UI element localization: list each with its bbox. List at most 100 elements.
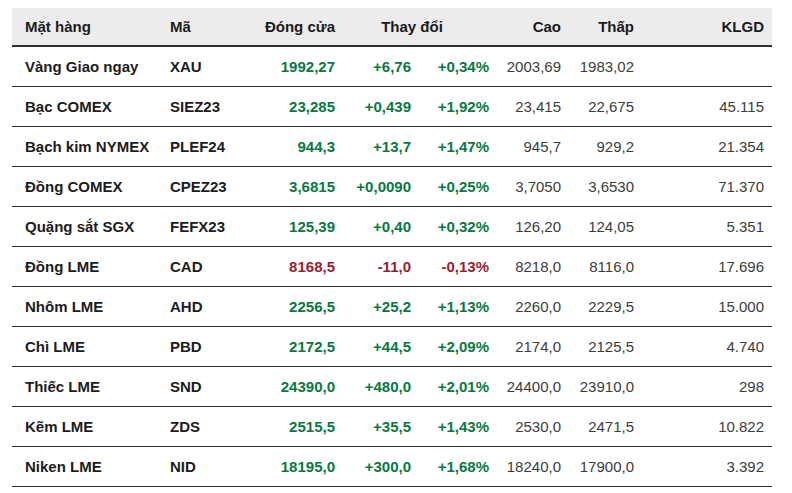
cell-change-pct: -0,13% <box>411 247 489 287</box>
cell-item: Đồng COMEX <box>12 167 170 207</box>
cell-low: 22,675 <box>561 87 634 127</box>
cell-change-pct: +0,32% <box>411 207 489 247</box>
table-row: Vàng Giao ngay XAU 1992,27 +6,76 +0,34% … <box>12 46 772 87</box>
table-row: Bạch kim NYMEX PLEF24 944,3 +13,7 +1,47%… <box>12 127 772 167</box>
cell-item: Bạch kim NYMEX <box>12 127 170 167</box>
cell-item: Đồng LME <box>12 247 170 287</box>
cell-item: Vàng Giao ngay <box>12 46 170 87</box>
cell-code: SIEZ23 <box>170 87 245 127</box>
cell-close: 23,285 <box>245 87 335 127</box>
cell-close: 2172,5 <box>245 327 335 367</box>
cell-volume: 4.740 <box>634 327 772 367</box>
cell-volume: 3.392 <box>634 447 772 487</box>
cell-volume: 45.115 <box>634 87 772 127</box>
cell-change-pct: +1,68% <box>411 447 489 487</box>
cell-close: 2256,5 <box>245 287 335 327</box>
table-header: Mặt hàng Mã Đóng cửa Thay đổi Cao Thấp K… <box>12 8 772 46</box>
table-row: Niken LME NID 18195,0 +300,0 +1,68% 1824… <box>12 447 772 487</box>
cell-code: CAD <box>170 247 245 287</box>
cell-change: +480,0 <box>335 367 411 407</box>
cell-code: XAU <box>170 46 245 87</box>
cell-change-pct: +1,43% <box>411 407 489 447</box>
commodity-price-table: Mặt hàng Mã Đóng cửa Thay đổi Cao Thấp K… <box>12 8 772 487</box>
table-row: Đồng LME CAD 8168,5 -11,0 -0,13% 8218,0 … <box>12 247 772 287</box>
cell-volume: 21.354 <box>634 127 772 167</box>
cell-change: +44,5 <box>335 327 411 367</box>
cell-close: 8168,5 <box>245 247 335 287</box>
cell-code: NID <box>170 447 245 487</box>
cell-close: 18195,0 <box>245 447 335 487</box>
cell-low: 23910,0 <box>561 367 634 407</box>
table-row: Nhôm LME AHD 2256,5 +25,2 +1,13% 2260,0 … <box>12 287 772 327</box>
cell-low: 3,6530 <box>561 167 634 207</box>
cell-code: FEFX23 <box>170 207 245 247</box>
cell-high: 24400,0 <box>489 367 561 407</box>
cell-high: 2530,0 <box>489 407 561 447</box>
cell-code: CPEZ23 <box>170 167 245 207</box>
cell-close: 3,6815 <box>245 167 335 207</box>
table-row: Chì LME PBD 2172,5 +44,5 +2,09% 2174,0 2… <box>12 327 772 367</box>
cell-change-pct: +2,01% <box>411 367 489 407</box>
cell-item: Niken LME <box>12 447 170 487</box>
cell-high: 126,20 <box>489 207 561 247</box>
cell-volume: 17.696 <box>634 247 772 287</box>
cell-close: 1992,27 <box>245 46 335 87</box>
table-row: Bạc COMEX SIEZ23 23,285 +0,439 +1,92% 23… <box>12 87 772 127</box>
cell-item: Quặng sắt SGX <box>12 207 170 247</box>
cell-code: AHD <box>170 287 245 327</box>
cell-low: 8116,0 <box>561 247 634 287</box>
cell-low: 2229,5 <box>561 287 634 327</box>
column-header-volume: KLGD <box>634 8 772 46</box>
column-header-code: Mã <box>170 8 245 46</box>
cell-high: 3,7050 <box>489 167 561 207</box>
cell-change: +25,2 <box>335 287 411 327</box>
cell-high: 23,415 <box>489 87 561 127</box>
cell-volume <box>634 46 772 87</box>
cell-code: SND <box>170 367 245 407</box>
cell-item: Thiếc LME <box>12 367 170 407</box>
cell-change: +13,7 <box>335 127 411 167</box>
cell-change-pct: +1,92% <box>411 87 489 127</box>
cell-change: -11,0 <box>335 247 411 287</box>
cell-change: +0,40 <box>335 207 411 247</box>
cell-volume: 71.370 <box>634 167 772 207</box>
cell-item: Kẽm LME <box>12 407 170 447</box>
cell-change-pct: +1,13% <box>411 287 489 327</box>
cell-change: +0,439 <box>335 87 411 127</box>
cell-high: 8218,0 <box>489 247 561 287</box>
cell-item: Nhôm LME <box>12 287 170 327</box>
cell-high: 2003,69 <box>489 46 561 87</box>
cell-high: 945,7 <box>489 127 561 167</box>
cell-close: 2515,5 <box>245 407 335 447</box>
cell-close: 125,39 <box>245 207 335 247</box>
table-row: Thiếc LME SND 24390,0 +480,0 +2,01% 2440… <box>12 367 772 407</box>
cell-code: PBD <box>170 327 245 367</box>
table-row: Đồng COMEX CPEZ23 3,6815 +0,0090 +0,25% … <box>12 167 772 207</box>
table-row: Kẽm LME ZDS 2515,5 +35,5 +1,43% 2530,0 2… <box>12 407 772 447</box>
cell-high: 18240,0 <box>489 447 561 487</box>
cell-volume: 10.822 <box>634 407 772 447</box>
cell-volume: 298 <box>634 367 772 407</box>
cell-low: 929,2 <box>561 127 634 167</box>
cell-change-pct: +2,09% <box>411 327 489 367</box>
cell-item: Chì LME <box>12 327 170 367</box>
cell-low: 124,05 <box>561 207 634 247</box>
cell-low: 2125,5 <box>561 327 634 367</box>
table-row: Quặng sắt SGX FEFX23 125,39 +0,40 +0,32%… <box>12 207 772 247</box>
cell-low: 2471,5 <box>561 407 634 447</box>
cell-change: +35,5 <box>335 407 411 447</box>
cell-code: PLEF24 <box>170 127 245 167</box>
commodity-price-board: Mặt hàng Mã Đóng cửa Thay đổi Cao Thấp K… <box>0 0 792 487</box>
cell-low: 1983,02 <box>561 46 634 87</box>
column-header-close: Đóng cửa <box>245 8 335 46</box>
cell-low: 17900,0 <box>561 447 634 487</box>
cell-close: 944,3 <box>245 127 335 167</box>
cell-close: 24390,0 <box>245 367 335 407</box>
column-header-item: Mặt hàng <box>12 8 170 46</box>
column-header-change: Thay đổi <box>335 8 489 46</box>
cell-code: ZDS <box>170 407 245 447</box>
column-header-low: Thấp <box>561 8 634 46</box>
table-body: Vàng Giao ngay XAU 1992,27 +6,76 +0,34% … <box>12 46 772 487</box>
cell-item: Bạc COMEX <box>12 87 170 127</box>
column-header-high: Cao <box>489 8 561 46</box>
